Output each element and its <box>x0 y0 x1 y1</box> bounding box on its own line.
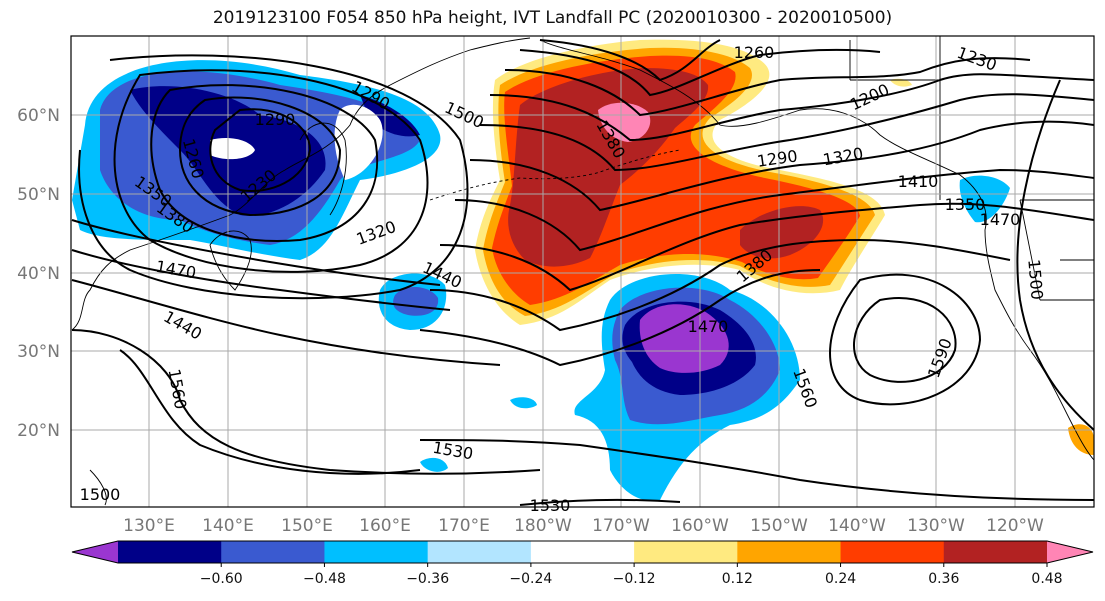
contour <box>419 269 821 367</box>
contour-label: 1260 <box>734 43 775 62</box>
colorbar: −0.60 −0.48 −0.36 −0.24 −0.12 0.12 0.24 0.36 0.4… <box>71 540 1094 587</box>
contour-label: 1500 <box>80 485 121 504</box>
positive-anomaly-patch <box>890 78 912 87</box>
lat-label-20n: 20°N <box>17 421 60 441</box>
negative-anomaly-patch <box>420 457 448 472</box>
contour-low <box>209 108 312 192</box>
colorbar-tick-label: −0.24 <box>509 571 552 587</box>
map-title: 2019123100 F054 850 hPa height, IVT Land… <box>212 8 893 28</box>
colorbar-tick-label: −0.36 <box>406 571 449 587</box>
contour <box>539 39 721 82</box>
anomaly-gap <box>210 138 255 160</box>
negative-anomaly-patch <box>959 175 1010 223</box>
contour <box>489 73 1094 142</box>
lon-label-170w: 170°W <box>592 516 650 536</box>
map-frame <box>70 35 1095 508</box>
colorbar-tick-label: −0.60 <box>200 571 243 587</box>
contour <box>519 498 681 506</box>
lon-label-180w: 180°W <box>514 516 572 536</box>
contour <box>71 329 541 475</box>
lon-label-160e: 160°E <box>359 516 411 536</box>
contour <box>71 219 441 286</box>
lon-label-130e: 130°E <box>123 516 175 536</box>
lat-label-60n: 60°N <box>17 106 60 126</box>
negative-anomaly-patch <box>510 397 537 409</box>
contour <box>429 238 1011 332</box>
contour <box>113 69 429 273</box>
contour-label: 1470 <box>688 317 729 336</box>
contour <box>71 249 451 311</box>
colorbar-tick-label: 0.36 <box>928 571 959 587</box>
colorbar-segment <box>737 541 842 563</box>
japan-coastline <box>209 230 252 291</box>
colorbar-tick-label: −0.12 <box>613 571 656 587</box>
graticule <box>71 36 1094 507</box>
height-contours <box>71 39 1094 506</box>
lat-label-50n: 50°N <box>17 185 60 205</box>
aleutian-islands <box>429 149 681 201</box>
lon-label-140e: 140°E <box>202 516 254 536</box>
colorbar-segment <box>634 541 738 563</box>
colorbar-segment <box>324 541 429 563</box>
colorbar-segment <box>221 541 325 563</box>
contour-label: 1470 <box>980 210 1021 229</box>
contour <box>119 349 421 475</box>
colorbar-segment <box>72 541 118 563</box>
positive-anomaly-very-strong <box>508 68 709 267</box>
coastlines <box>71 36 1094 506</box>
contour-label: 1350 <box>945 195 986 214</box>
lon-label-120w: 120°W <box>986 516 1044 536</box>
lat-label-40n: 40°N <box>17 264 60 284</box>
contour <box>1016 79 1094 431</box>
asia-coastline <box>71 37 531 331</box>
colorbar-segment <box>427 541 532 563</box>
colorbar-tick-label: 0.12 <box>722 571 753 587</box>
lon-label-130w: 130°W <box>907 516 965 536</box>
colorbar-segment <box>1047 541 1093 563</box>
colorbar-segment <box>943 541 1048 563</box>
lon-label-170e: 170°E <box>438 516 490 536</box>
contour-label: 1500 <box>1024 258 1046 300</box>
contour-low <box>178 96 342 217</box>
contour <box>519 48 881 97</box>
lon-label-150w: 150°W <box>750 516 808 536</box>
colorbar-outline <box>71 540 1094 564</box>
contour-label: 1530 <box>530 496 571 515</box>
negative-anomaly-strongest <box>639 304 729 373</box>
contour-low <box>150 84 379 242</box>
colorbar-tick-label: 0.48 <box>1031 571 1062 587</box>
philippines-coastline <box>89 469 107 506</box>
negative-anomaly-inner-patch <box>360 95 420 137</box>
kamchatka-coastline <box>299 122 347 216</box>
borders <box>849 36 1094 301</box>
contour <box>419 439 1094 501</box>
contour-high <box>829 273 982 406</box>
contour-label: 1290 <box>255 110 296 129</box>
lat-label-30n: 30°N <box>17 342 60 362</box>
north-america-coastline <box>539 39 1094 461</box>
lon-label-150e: 150°E <box>281 516 333 536</box>
lon-label-160w: 160°W <box>671 516 729 536</box>
contour <box>469 120 1094 212</box>
contour <box>454 168 1094 252</box>
colorbar-segment <box>530 541 635 563</box>
lon-label-140w: 140°W <box>828 516 886 536</box>
contour <box>439 202 1094 292</box>
contour <box>71 279 501 366</box>
contour-label: 1410 <box>898 172 939 191</box>
colorbar-segment <box>840 541 945 563</box>
contour <box>479 93 1094 172</box>
colorbar-segment <box>118 541 222 563</box>
contour-high <box>853 297 957 383</box>
colorbar-tick-label: −0.48 <box>303 571 346 587</box>
colorbar-tick-label: 0.24 <box>825 571 856 587</box>
contour <box>504 57 1031 117</box>
positive-anomaly-very-strong <box>740 206 824 259</box>
